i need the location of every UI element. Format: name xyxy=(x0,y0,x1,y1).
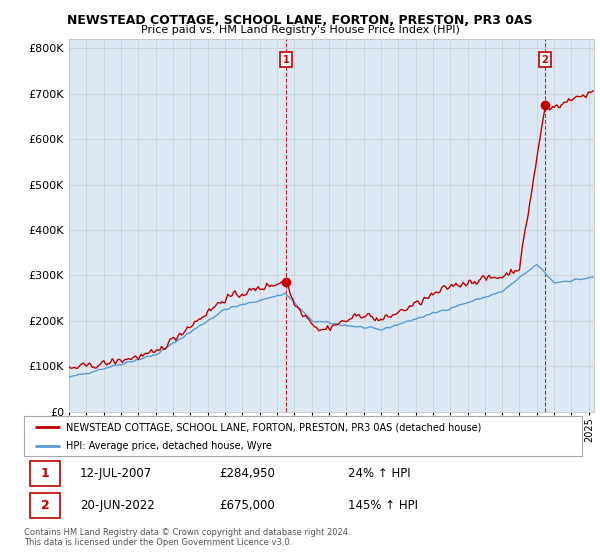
Text: NEWSTEAD COTTAGE, SCHOOL LANE, FORTON, PRESTON, PR3 0AS: NEWSTEAD COTTAGE, SCHOOL LANE, FORTON, P… xyxy=(67,14,533,27)
Text: 1: 1 xyxy=(41,467,49,480)
Text: £284,950: £284,950 xyxy=(220,467,275,480)
Text: NEWSTEAD COTTAGE, SCHOOL LANE, FORTON, PRESTON, PR3 0AS (detached house): NEWSTEAD COTTAGE, SCHOOL LANE, FORTON, P… xyxy=(66,422,481,432)
Text: 24% ↑ HPI: 24% ↑ HPI xyxy=(347,467,410,480)
Text: 2: 2 xyxy=(541,55,548,65)
Text: 145% ↑ HPI: 145% ↑ HPI xyxy=(347,499,418,512)
Text: 1: 1 xyxy=(283,55,289,65)
Text: HPI: Average price, detached house, Wyre: HPI: Average price, detached house, Wyre xyxy=(66,441,272,451)
Text: £675,000: £675,000 xyxy=(220,499,275,512)
Text: Contains HM Land Registry data © Crown copyright and database right 2024.
This d: Contains HM Land Registry data © Crown c… xyxy=(24,528,350,547)
FancyBboxPatch shape xyxy=(29,493,60,518)
Text: Price paid vs. HM Land Registry's House Price Index (HPI): Price paid vs. HM Land Registry's House … xyxy=(140,25,460,35)
Text: 2: 2 xyxy=(41,499,49,512)
Text: 20-JUN-2022: 20-JUN-2022 xyxy=(80,499,155,512)
FancyBboxPatch shape xyxy=(29,461,60,486)
Text: 12-JUL-2007: 12-JUL-2007 xyxy=(80,467,152,480)
